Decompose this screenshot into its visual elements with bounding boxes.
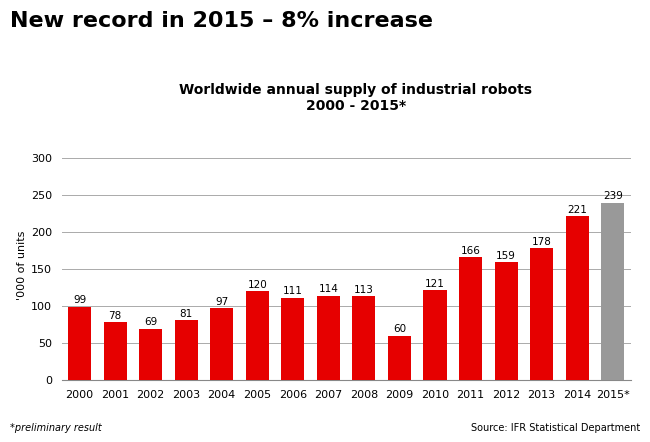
- Bar: [566, 216, 589, 380]
- Text: 114: 114: [318, 284, 338, 294]
- Text: 221: 221: [567, 205, 587, 215]
- Text: 120: 120: [248, 280, 267, 290]
- Text: 178: 178: [532, 236, 552, 247]
- Text: 166: 166: [461, 246, 480, 255]
- Text: Worldwide annual supply of industrial robots
2000 - 2015*: Worldwide annual supply of industrial ro…: [179, 83, 532, 113]
- Text: 69: 69: [144, 317, 157, 328]
- Y-axis label: '000 of units: '000 of units: [17, 231, 27, 300]
- Text: 60: 60: [393, 324, 406, 334]
- Bar: [352, 296, 376, 380]
- Text: 97: 97: [215, 297, 228, 307]
- Text: 111: 111: [283, 286, 303, 296]
- Bar: [103, 322, 127, 380]
- Text: 113: 113: [354, 285, 374, 295]
- Bar: [530, 248, 553, 380]
- Text: 81: 81: [179, 309, 193, 319]
- Text: 159: 159: [496, 251, 516, 261]
- Bar: [281, 298, 304, 380]
- Bar: [175, 320, 198, 380]
- Text: *preliminary result: *preliminary result: [10, 423, 101, 433]
- Bar: [68, 307, 91, 380]
- Bar: [459, 257, 482, 380]
- Bar: [139, 329, 162, 380]
- Text: 121: 121: [425, 279, 445, 289]
- Text: Source: IFR Statistical Department: Source: IFR Statistical Department: [471, 423, 640, 433]
- Bar: [601, 203, 624, 380]
- Bar: [388, 335, 411, 380]
- Bar: [210, 308, 233, 380]
- Bar: [423, 290, 447, 380]
- Text: 78: 78: [109, 311, 122, 321]
- Bar: [495, 262, 517, 380]
- Bar: [317, 296, 340, 380]
- Text: 99: 99: [73, 295, 86, 305]
- Bar: [246, 291, 269, 380]
- Text: New record in 2015 – 8% increase: New record in 2015 – 8% increase: [10, 11, 433, 31]
- Text: 239: 239: [603, 191, 623, 202]
